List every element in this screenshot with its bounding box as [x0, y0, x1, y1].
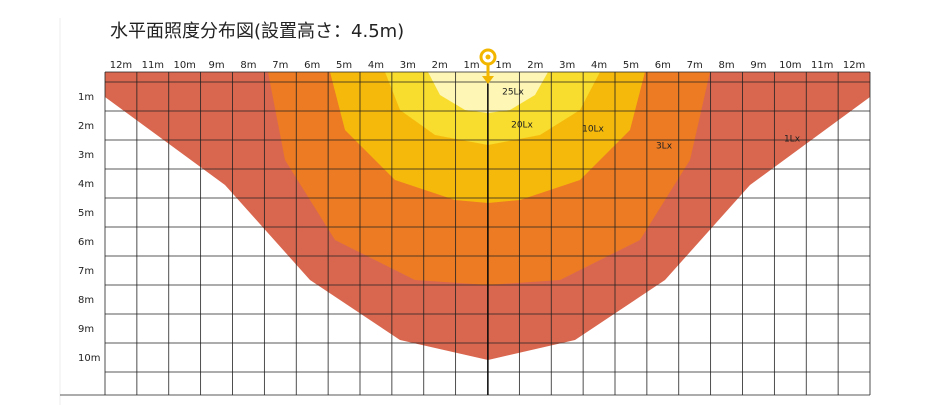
x-label: 9m [209, 60, 225, 71]
x-label: 11m [142, 60, 164, 71]
y-label: 3m [78, 150, 94, 161]
y-label: 1m [78, 92, 94, 103]
x-label: 11m [811, 60, 833, 71]
zone-label: 10Lx [582, 125, 604, 135]
y-label: 7m [78, 266, 94, 277]
x-label: 7m [687, 60, 703, 71]
zone-label: 1Lx [784, 135, 801, 145]
x-label: 8m [719, 60, 735, 71]
y-label: 8m [78, 295, 94, 306]
x-label: 9m [750, 60, 766, 71]
y-label: 6m [78, 237, 94, 248]
title: 水平面照度分布図(設置高さ：4.5m) [110, 21, 404, 42]
x-label: 8m [240, 60, 256, 71]
zone-label: 20Lx [511, 121, 533, 131]
x-label: 1m [495, 60, 511, 71]
labels: 12m 11m 10m 9m 8m 7m 6m 5m 4m 3m 2m 1m 1m 2m 3m 4m 5m 6m 7… [78, 60, 865, 364]
y-label: 10m [78, 353, 100, 364]
x-label: 1m [464, 60, 480, 71]
x-label: 6m [304, 60, 320, 71]
x-label: 12m [843, 60, 865, 71]
zone-label: 3Lx [656, 142, 673, 152]
x-label: 5m [623, 60, 639, 71]
x-label: 2m [432, 60, 448, 71]
x-label: 7m [272, 60, 288, 71]
x-label: 5m [336, 60, 352, 71]
y-label: 9m [78, 324, 94, 335]
x-label: 3m [400, 60, 416, 71]
x-label: 3m [559, 60, 575, 71]
zone-label: 25Lx [502, 88, 524, 98]
x-label: 12m [110, 60, 132, 71]
lamp-icon [479, 48, 497, 84]
x-label: 4m [591, 60, 607, 71]
x-label: 6m [655, 60, 671, 71]
y-label: 5m [78, 208, 94, 219]
x-label: 4m [368, 60, 384, 71]
grid [60, 71, 871, 396]
x-label: 10m [173, 60, 195, 71]
x-label: 2m [527, 60, 543, 71]
y-label: 2m [78, 121, 94, 132]
y-label: 4m [78, 179, 94, 190]
x-label: 10m [779, 60, 801, 71]
